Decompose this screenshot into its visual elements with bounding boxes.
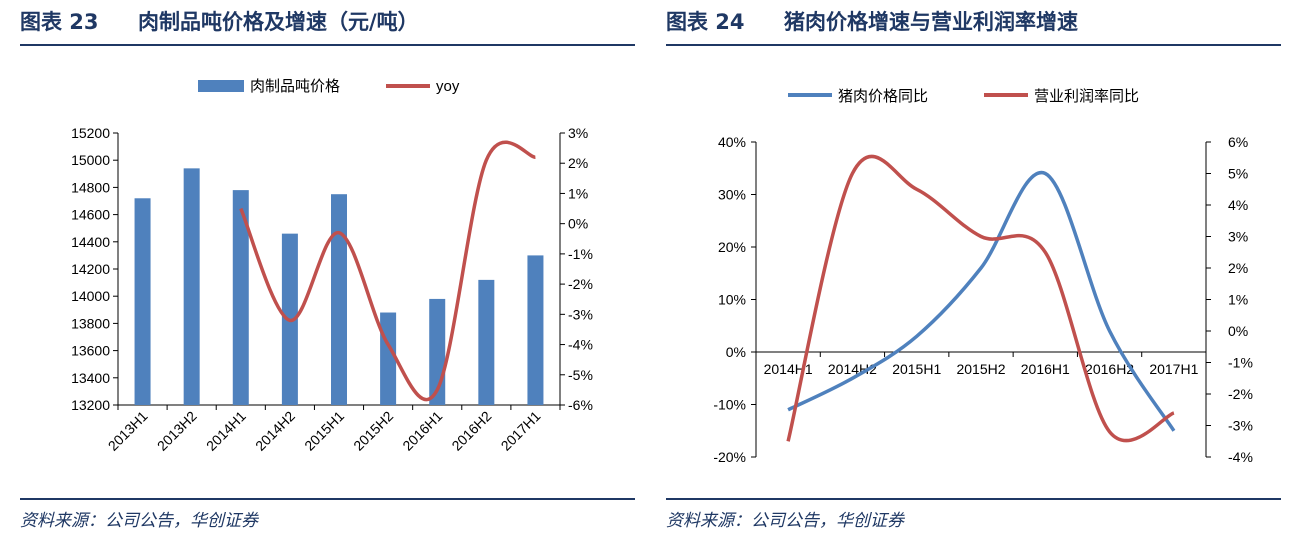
- left-axis-tick-label: 14200: [71, 261, 110, 277]
- x-axis-tick-label: 2013H2: [154, 408, 200, 454]
- left-axis-tick-label: 14000: [71, 288, 110, 304]
- left-axis-tick-label: 14600: [71, 207, 110, 223]
- left-axis-tick-label: 13800: [71, 315, 110, 331]
- left-axis-tick-label: 13200: [71, 397, 110, 413]
- legend-label-margin: 营业利润率同比: [1034, 88, 1139, 105]
- right-axis-tick-label: 3%: [1228, 229, 1248, 245]
- x-axis-tick-label: 2014H1: [203, 408, 249, 454]
- left-axis-tick-label: 14400: [71, 234, 110, 250]
- bar-price: [134, 198, 151, 405]
- figure-23-panel: 图表 23 肉制品吨价格及增速（元/吨） 肉制品吨价格 yoy 13200 13400…: [20, 0, 640, 545]
- right-axis-tick-label: 4%: [1228, 197, 1248, 213]
- x-axis-tick-label: 2014H2: [252, 408, 298, 454]
- left-axis-tick-label: 13400: [71, 370, 110, 386]
- right-axis-tick-label: -3%: [568, 306, 593, 322]
- left-axis-tick-label: 0%: [726, 344, 746, 360]
- figure-24-chart: 猪肉价格同比 营业利润率同比 -20% -10% 0% 10% 20% 30% 40% -4% -3…: [713, 88, 1253, 465]
- figure-23-bottom-rule: [20, 498, 635, 500]
- legend-label-pork: 猪肉价格同比: [838, 88, 928, 105]
- bar-price: [232, 190, 249, 405]
- figure-23-header: 图表 23 肉制品吨价格及增速（元/吨）: [20, 6, 635, 42]
- right-axis-tick-label: -3%: [1228, 418, 1253, 434]
- left-axis-tick-label: -10%: [713, 397, 746, 413]
- figure-24-panel: 图表 24 猪肉价格增速与营业利润率增速 猪肉价格同比 营业利润率同比 -20% -1…: [666, 0, 1286, 545]
- figure-24-header: 图表 24 猪肉价格增速与营业利润率增速: [666, 6, 1281, 42]
- right-axis-tick-label: 3%: [568, 125, 588, 141]
- right-axis-tick-label: -2%: [1228, 386, 1253, 402]
- right-axis-tick-label: 2%: [568, 155, 588, 171]
- left-axis-tick-label: 10%: [718, 292, 746, 308]
- right-axis-tick-label: 1%: [568, 185, 588, 201]
- x-axis-tick-label: 2013H1: [105, 408, 151, 454]
- x-axis-tick-label: 2016H2: [1085, 361, 1134, 377]
- line-pork-price-yoy: [787, 170, 1176, 432]
- right-axis-tick-label: -1%: [568, 246, 593, 262]
- right-axis-tick-label: -4%: [1228, 449, 1253, 465]
- x-axis-tick-label: 2015H2: [350, 408, 396, 454]
- bar-price: [478, 279, 495, 405]
- right-axis-tick-label: 0%: [1228, 323, 1248, 339]
- legend-swatch-bar: [198, 80, 244, 92]
- x-axis-tick-label: 2014H1: [764, 361, 813, 377]
- left-axis-tick-label: 20%: [718, 239, 746, 255]
- figure-24-bottom-rule: [666, 498, 1281, 500]
- right-axis-tick-label: -2%: [568, 276, 593, 292]
- left-axis-tick-label: -20%: [713, 449, 746, 465]
- figure-23-top-rule: [20, 44, 635, 46]
- left-axis-tick-label: 13600: [71, 343, 110, 359]
- x-axis-tick-label: 2016H2: [448, 408, 494, 454]
- x-axis-tick-label: 2017H1: [498, 408, 544, 454]
- figure-23-source: 资料来源：公司公告，华创证券: [20, 511, 258, 531]
- x-axis-tick-label: 2015H2: [956, 361, 1005, 377]
- figure-23-label: 图表 23: [20, 10, 99, 34]
- right-axis-tick-label: 2%: [1228, 260, 1248, 276]
- x-axis-tick-label: 2016H1: [399, 408, 445, 454]
- right-axis-tick-label: 1%: [1228, 292, 1248, 308]
- right-axis-tick-label: 5%: [1228, 166, 1248, 182]
- bar-price: [331, 194, 347, 405]
- x-axis-tick-label: 2016H1: [1021, 361, 1070, 377]
- figure-24-source: 资料来源：公司公告，华创证券: [666, 511, 904, 531]
- line-yoy: [239, 140, 536, 402]
- right-axis-tick-label: 6%: [1228, 134, 1248, 150]
- legend-label-bar: 肉制品吨价格: [250, 78, 340, 95]
- bar-price: [380, 312, 397, 405]
- right-axis-tick-label: 0%: [568, 216, 588, 232]
- figure-24-label: 图表 24: [666, 10, 745, 34]
- right-axis-tick-label: -4%: [568, 337, 593, 353]
- legend-label-line: yoy: [436, 78, 460, 95]
- bar-price: [183, 168, 200, 405]
- left-axis-tick-label: 40%: [718, 134, 746, 150]
- figure-24-title: 猪肉价格增速与营业利润率增速: [784, 10, 1078, 34]
- right-axis-tick-label: -6%: [568, 397, 593, 413]
- left-axis-tick-label: 30%: [718, 187, 746, 203]
- x-axis-tick-label: 2017H1: [1149, 361, 1198, 377]
- right-axis-tick-label: -5%: [568, 367, 593, 383]
- figure-23-title: 肉制品吨价格及增速（元/吨）: [138, 10, 419, 34]
- left-axis-tick-label: 15000: [71, 152, 110, 168]
- figure-23-chart: 肉制品吨价格 yoy 13200 13400 13600 13800 14000 14200 1…: [71, 78, 593, 454]
- left-axis-tick-label: 15200: [71, 125, 110, 141]
- figure-24-top-rule: [666, 44, 1281, 46]
- left-axis-tick-label: 14800: [71, 179, 110, 195]
- right-axis-tick-label: -1%: [1228, 355, 1253, 371]
- x-axis-tick-label: 2015H1: [301, 408, 347, 454]
- x-axis-tick-label: 2015H1: [892, 361, 941, 377]
- bar-price: [527, 255, 544, 405]
- line-operating-margin-yoy: [786, 154, 1175, 443]
